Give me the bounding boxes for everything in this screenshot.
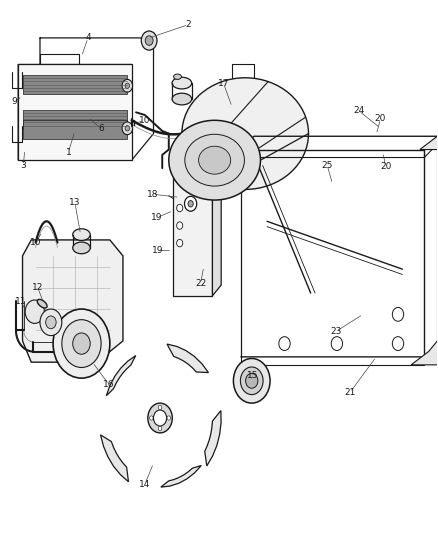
Circle shape xyxy=(62,320,101,368)
Text: 24: 24 xyxy=(353,106,364,115)
Ellipse shape xyxy=(37,300,47,308)
Circle shape xyxy=(25,300,44,324)
Circle shape xyxy=(246,373,258,388)
Circle shape xyxy=(240,367,263,394)
Polygon shape xyxy=(22,110,127,128)
Circle shape xyxy=(177,239,183,247)
Text: 3: 3 xyxy=(21,161,26,170)
Circle shape xyxy=(145,36,153,45)
Text: 11: 11 xyxy=(14,296,26,305)
Polygon shape xyxy=(22,120,127,139)
Circle shape xyxy=(167,416,170,420)
Polygon shape xyxy=(106,356,136,395)
Text: 20: 20 xyxy=(375,114,386,123)
Circle shape xyxy=(73,333,90,354)
Text: 17: 17 xyxy=(218,78,229,87)
Text: 23: 23 xyxy=(330,327,342,336)
Ellipse shape xyxy=(198,146,231,174)
Text: 4: 4 xyxy=(85,34,91,43)
Circle shape xyxy=(40,309,62,336)
Ellipse shape xyxy=(169,120,261,200)
Text: 19: 19 xyxy=(152,246,164,255)
Text: 9: 9 xyxy=(11,97,17,106)
Circle shape xyxy=(141,31,157,50)
Ellipse shape xyxy=(73,229,90,240)
Circle shape xyxy=(177,222,183,229)
Circle shape xyxy=(153,410,166,426)
Text: 16: 16 xyxy=(103,380,115,389)
Text: 19: 19 xyxy=(151,213,163,222)
Polygon shape xyxy=(167,344,208,373)
Text: 12: 12 xyxy=(32,283,43,292)
Circle shape xyxy=(46,316,56,329)
Circle shape xyxy=(125,126,130,131)
Polygon shape xyxy=(173,179,212,296)
Ellipse shape xyxy=(73,242,90,254)
Ellipse shape xyxy=(172,93,192,105)
Circle shape xyxy=(392,308,404,321)
Polygon shape xyxy=(100,435,128,482)
Circle shape xyxy=(53,309,110,378)
Circle shape xyxy=(184,196,197,211)
Text: 20: 20 xyxy=(380,162,392,171)
Circle shape xyxy=(158,405,162,409)
Polygon shape xyxy=(411,336,438,365)
Text: 14: 14 xyxy=(139,480,151,489)
Circle shape xyxy=(122,122,133,135)
Circle shape xyxy=(331,337,343,351)
Text: 18: 18 xyxy=(147,190,159,199)
Circle shape xyxy=(233,359,270,403)
Polygon shape xyxy=(212,168,221,296)
Circle shape xyxy=(188,200,193,207)
Text: 1: 1 xyxy=(66,148,71,157)
Text: 6: 6 xyxy=(98,124,104,133)
Text: 22: 22 xyxy=(195,279,206,288)
Polygon shape xyxy=(22,240,123,362)
Text: 25: 25 xyxy=(321,161,333,170)
Polygon shape xyxy=(161,465,201,487)
Circle shape xyxy=(392,337,404,351)
Circle shape xyxy=(177,204,183,212)
Ellipse shape xyxy=(172,77,192,89)
Ellipse shape xyxy=(173,74,181,79)
Polygon shape xyxy=(22,75,127,94)
Text: 21: 21 xyxy=(344,388,356,397)
Circle shape xyxy=(158,426,162,431)
Text: 2: 2 xyxy=(186,20,191,29)
Circle shape xyxy=(150,416,153,420)
Circle shape xyxy=(148,403,172,433)
Polygon shape xyxy=(18,64,132,160)
Polygon shape xyxy=(173,168,221,179)
Circle shape xyxy=(279,337,290,351)
Text: 15: 15 xyxy=(247,371,259,380)
Ellipse shape xyxy=(182,78,308,189)
Text: 10: 10 xyxy=(30,238,41,247)
Polygon shape xyxy=(205,410,221,466)
Circle shape xyxy=(125,83,130,88)
Circle shape xyxy=(122,79,133,92)
Ellipse shape xyxy=(185,134,244,186)
Text: 13: 13 xyxy=(69,198,81,207)
Polygon shape xyxy=(420,120,438,150)
Text: 10: 10 xyxy=(139,116,151,125)
